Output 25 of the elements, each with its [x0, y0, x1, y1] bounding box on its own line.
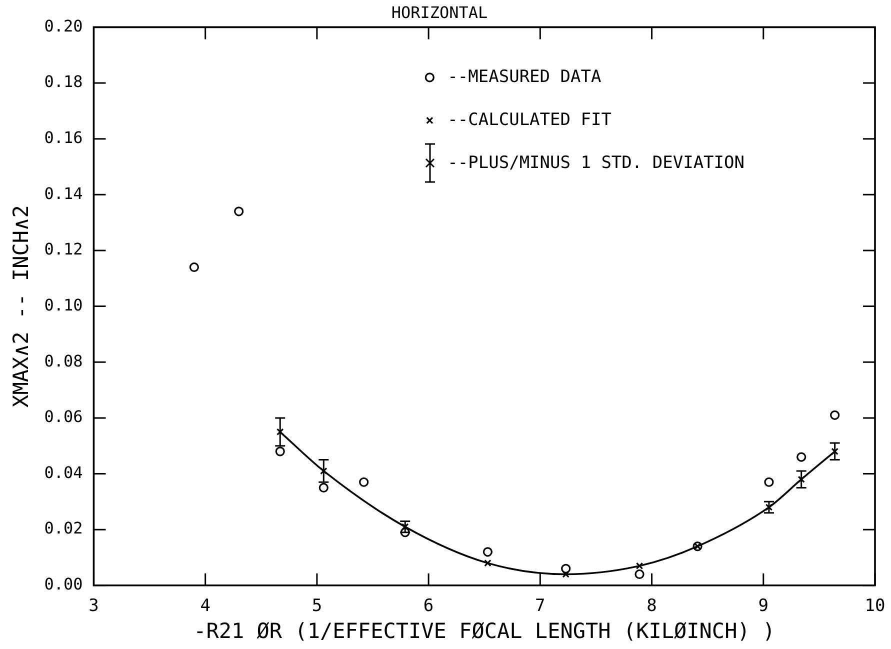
- y-tick-label: 0.12: [44, 240, 83, 259]
- annotation: --PLUS/MINUS 1 STD. DEVIATION: [448, 152, 744, 173]
- x-tick-label: 5: [312, 596, 322, 616]
- x-tick-label: 10: [864, 596, 886, 616]
- x-tick-label: 7: [535, 596, 546, 616]
- legend-label: --MEASURED DATA: [448, 66, 602, 87]
- y-tick-label: 0.10: [44, 295, 83, 314]
- chart-title: HORIZONTAL: [391, 2, 488, 22]
- legend-label: --CALCULATED FIT: [448, 110, 612, 130]
- x-tick-label: 9: [758, 596, 769, 616]
- y-tick-label: 0.16: [44, 128, 83, 147]
- x-tick-label: 4: [200, 596, 210, 616]
- y-tick-label: 0.18: [44, 72, 83, 92]
- x-tick-label: 3: [88, 596, 99, 616]
- y-tick-label: 0.00: [44, 574, 83, 594]
- x-tick-label: 6: [423, 596, 434, 616]
- y-tick-label: 0.02: [44, 518, 83, 538]
- y-tick-label: 0.14: [44, 184, 83, 203]
- y-tick-label: 0.08: [44, 351, 83, 370]
- y-axis-title: XMAX∧2 -- INCH∧2: [9, 205, 34, 408]
- y-tick-label: 0.06: [44, 407, 83, 426]
- y-tick-label: 0.04: [44, 462, 83, 482]
- x-axis-title: -R21 ØR (1/EFFECTIVE FØCAL LENGTH (KILØINCH) ): [194, 618, 776, 643]
- x-tick-label: 8: [646, 596, 657, 616]
- y-tick-label: 0.20: [44, 16, 83, 36]
